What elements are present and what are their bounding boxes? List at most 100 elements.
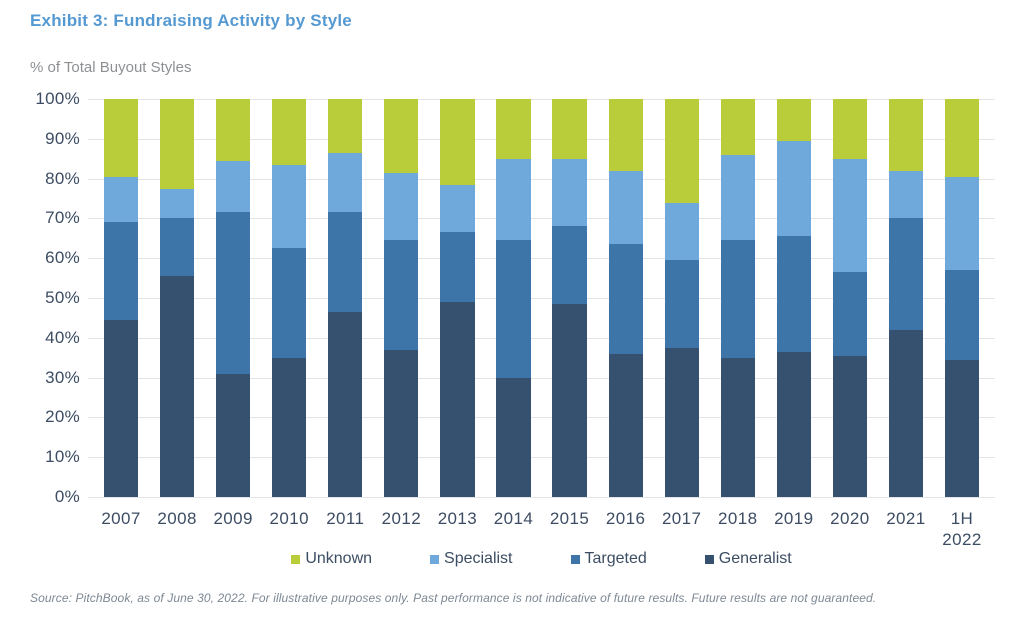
segment-targeted	[272, 248, 307, 358]
stacked-bar	[552, 99, 587, 497]
stacked-bar	[328, 99, 363, 497]
stacked-bar	[440, 99, 475, 497]
legend-swatch-icon	[704, 554, 714, 564]
x-tick-label: 1H 2022	[942, 509, 982, 550]
y-tick-label: 70%	[45, 208, 80, 228]
y-tick-label: 50%	[45, 288, 80, 307]
x-tick-label: 2016	[605, 509, 646, 528]
segment-specialist	[496, 158, 531, 241]
bar-group: 2007	[93, 99, 149, 528]
y-tick-label: 40%	[45, 327, 80, 347]
legend: Unknown Specialist Targeted Generalist	[88, 550, 995, 568]
segment-targeted	[832, 272, 867, 356]
bar-group: 1H 2022	[934, 99, 990, 549]
bar-group: 2021	[878, 99, 934, 528]
legend-item-specialist: Specialist	[430, 550, 513, 568]
segment-unknown	[552, 99, 587, 159]
segment-specialist	[440, 184, 475, 233]
stacked-bar	[216, 99, 251, 497]
segment-unknown	[888, 99, 923, 171]
segment-specialist	[776, 140, 811, 237]
page-title: Exhibit 3: Fundraising Activity by Style	[30, 11, 352, 30]
x-tick-label: 2020	[830, 509, 870, 528]
plot-area: 2007 2008 2009 2010 2011 2012 2013 2014 2015 2016…	[88, 99, 995, 549]
source-note: Source: PitchBook, as of June 30, 2022. …	[30, 591, 877, 605]
x-tick-label: 2013	[437, 509, 478, 528]
x-tick-label: 2010	[269, 509, 309, 528]
segment-targeted	[328, 212, 363, 312]
y-tick-label: 100%	[35, 89, 80, 108]
x-tick-label: 2009	[213, 509, 253, 528]
x-tick-label: 2014	[493, 509, 534, 528]
legend-swatch-icon	[570, 554, 580, 564]
segment-generalist	[216, 373, 251, 497]
segment-generalist	[832, 355, 867, 497]
bar-group: 2019	[766, 99, 822, 528]
segment-generalist	[776, 351, 811, 497]
segment-targeted	[720, 240, 755, 358]
gridline	[88, 337, 995, 339]
x-tick-label: 2007	[101, 509, 141, 528]
stacked-bar	[272, 99, 307, 497]
segment-generalist	[944, 359, 980, 497]
segment-generalist	[440, 301, 475, 497]
segment-targeted	[216, 212, 251, 374]
stacked-bar	[496, 99, 531, 497]
x-tick-label: 2017	[661, 509, 702, 528]
segment-unknown	[664, 99, 699, 203]
y-tick-label: 20%	[45, 407, 80, 427]
segment-specialist	[888, 170, 923, 219]
segment-unknown	[384, 99, 419, 173]
gridline	[88, 99, 995, 100]
segment-generalist	[552, 303, 587, 497]
segment-generalist	[664, 347, 699, 497]
bar-group: 2018	[710, 99, 766, 528]
legend-item-targeted: Targeted	[570, 550, 647, 568]
segment-specialist	[552, 158, 587, 227]
stacked-bar	[944, 99, 980, 497]
segment-generalist	[328, 311, 363, 497]
segment-specialist	[664, 202, 699, 261]
legend-label: Specialist	[444, 550, 513, 567]
segment-generalist	[496, 377, 531, 497]
segment-specialist	[608, 170, 643, 245]
bar-group: 2011	[317, 99, 373, 528]
stacked-bar	[776, 99, 811, 497]
segment-specialist	[944, 176, 980, 271]
y-tick-label: 80%	[45, 168, 80, 188]
bar-group: 2014	[485, 99, 541, 528]
y-tick-label: 10%	[45, 447, 80, 467]
bar-group: 2016	[598, 99, 654, 528]
segment-unknown	[440, 99, 475, 185]
segment-specialist	[272, 164, 307, 249]
x-tick-label: 2015	[549, 509, 590, 528]
x-tick-label: 2019	[774, 509, 814, 528]
bar-group: 2020	[822, 99, 878, 528]
segment-targeted	[944, 270, 980, 360]
x-tick-label: 2008	[157, 509, 197, 528]
y-tick-label: 60%	[45, 248, 80, 268]
stacked-bar	[832, 99, 867, 497]
segment-specialist	[216, 160, 251, 213]
segment-targeted	[496, 240, 531, 378]
segment-targeted	[608, 244, 643, 354]
segment-specialist	[832, 158, 867, 273]
y-axis: 100% 90% 80% 70% 60% 50% 40% 30% 20% 10% 0%	[0, 89, 80, 506]
legend-item-generalist: Generalist	[704, 550, 792, 568]
legend-item-unknown: Unknown	[291, 550, 372, 568]
gridline	[88, 258, 995, 260]
y-tick-label: 0%	[54, 487, 80, 506]
segment-targeted	[160, 218, 195, 277]
x-tick-label: 2012	[381, 509, 422, 528]
gridline	[88, 138, 995, 140]
stacked-bar	[608, 99, 643, 497]
legend-swatch-icon	[291, 554, 301, 564]
gridline	[88, 457, 995, 459]
gridline	[88, 417, 995, 419]
bar-group: 2012	[373, 99, 429, 528]
segment-targeted	[776, 236, 811, 352]
segment-specialist	[720, 154, 755, 241]
segment-unknown	[720, 99, 755, 155]
gridline	[88, 178, 995, 180]
x-tick-label: 2011	[326, 509, 365, 528]
